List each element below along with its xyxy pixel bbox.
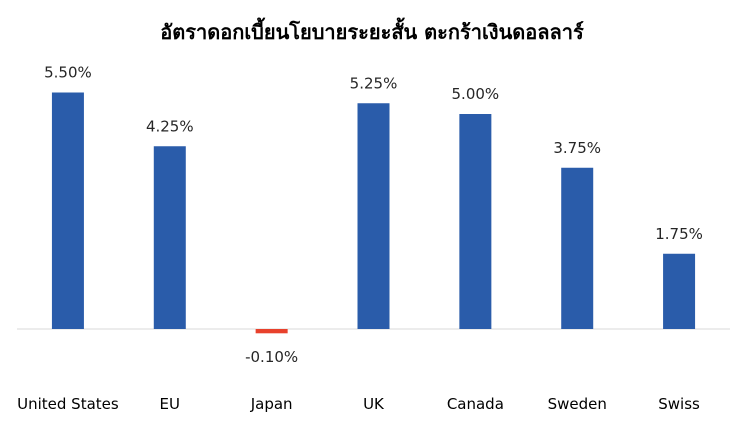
- bar-eu: [153, 146, 186, 329]
- data-label: 3.75%: [553, 139, 601, 157]
- bar-swiss: [663, 253, 696, 329]
- category-label: Canada: [447, 395, 504, 413]
- bar-sweden: [561, 167, 594, 329]
- data-label: 1.75%: [655, 225, 703, 243]
- category-label: Sweden: [548, 395, 607, 413]
- category-label: UK: [363, 395, 385, 413]
- bar-uk: [357, 103, 390, 329]
- category-label: United States: [17, 395, 119, 413]
- category-label: EU: [160, 395, 180, 413]
- category-label: Japan: [250, 395, 293, 413]
- data-label: -0.10%: [245, 348, 298, 366]
- data-label: 4.25%: [146, 117, 194, 135]
- chart-title: อัตราดอกเบี้ยนโยบายระยะสั้น ตะกร้าเงินดอ…: [160, 20, 584, 44]
- data-label: 5.00%: [452, 85, 500, 103]
- data-label: 5.25%: [350, 74, 398, 92]
- category-label: Swiss: [658, 395, 700, 413]
- bar-japan: [255, 329, 288, 334]
- data-label: 5.50%: [44, 64, 92, 82]
- bar-canada: [459, 114, 492, 329]
- bar-united-states: [51, 92, 84, 329]
